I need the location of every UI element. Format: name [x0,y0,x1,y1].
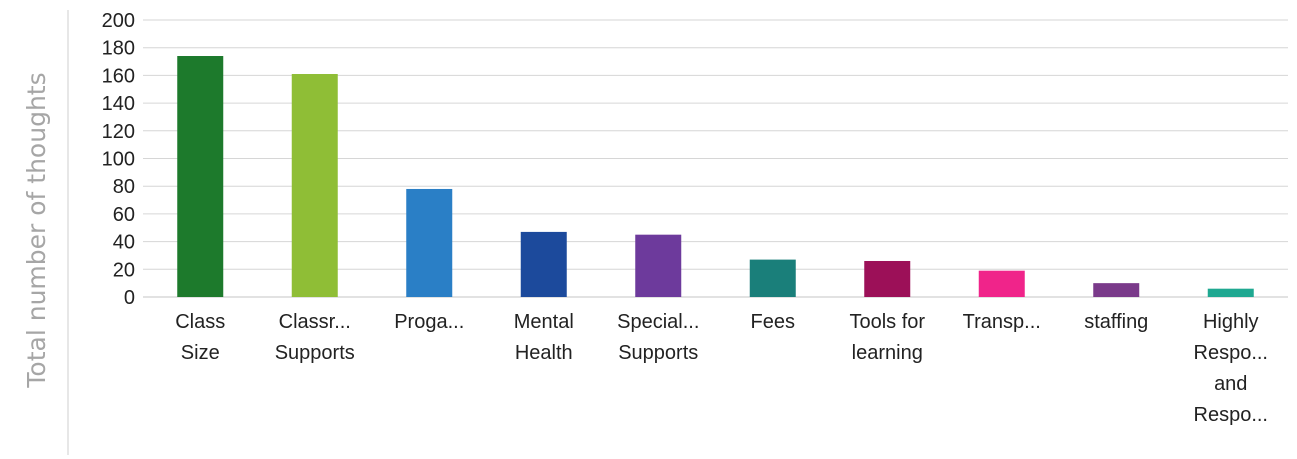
x-tick-label-5: Fees [751,311,795,333]
x-tick-label-4: Special... Supports [617,311,699,364]
y-tick-label-100: 100 [102,149,135,171]
y-tick-label-180: 180 [102,38,135,60]
bar-2 [406,188,453,297]
bar-3 [520,231,567,297]
bar-0 [177,56,224,298]
y-tick-label-120: 120 [102,121,135,143]
y-tick-label-20: 20 [113,259,135,281]
x-tick-label-0: Class Size [175,311,225,364]
y-tick-label-200: 200 [102,10,135,32]
bar-1 [291,74,338,297]
bar-4 [635,234,682,297]
y-tick-label-160: 160 [102,65,135,87]
y-tick-label-0: 0 [124,287,135,309]
y-tick-label-40: 40 [113,232,135,254]
bars [177,56,1254,298]
y-tick-label-60: 60 [113,204,135,226]
x-tick-label-9: Highly Respo... and Respo... [1194,311,1268,426]
x-tick-label-2: Proga... [394,311,464,333]
y-tick-label-140: 140 [102,93,135,115]
bar-6 [864,260,911,297]
x-tick-label-6: Tools for learning [849,311,925,364]
bar-8 [1093,283,1140,297]
bar-5 [749,259,796,297]
bar-9 [1207,288,1254,297]
y-tick-label-80: 80 [113,176,135,198]
x-tick-label-1: Classr... Supports [275,311,355,364]
x-tick-label-3: Mental Health [514,311,574,364]
x-tick-labels: Class Size Classr... Supports Proga... Mental… [175,311,1268,426]
y-axis-label: Total number of thoughts [22,72,51,388]
bar-7 [978,270,1025,297]
x-tick-label-8: staffing [1084,311,1148,333]
y-tick-labels: 0 20 40 60 80 100 120 140 160 180 200 [102,10,135,309]
x-tick-label-7: Transp... [963,311,1041,333]
